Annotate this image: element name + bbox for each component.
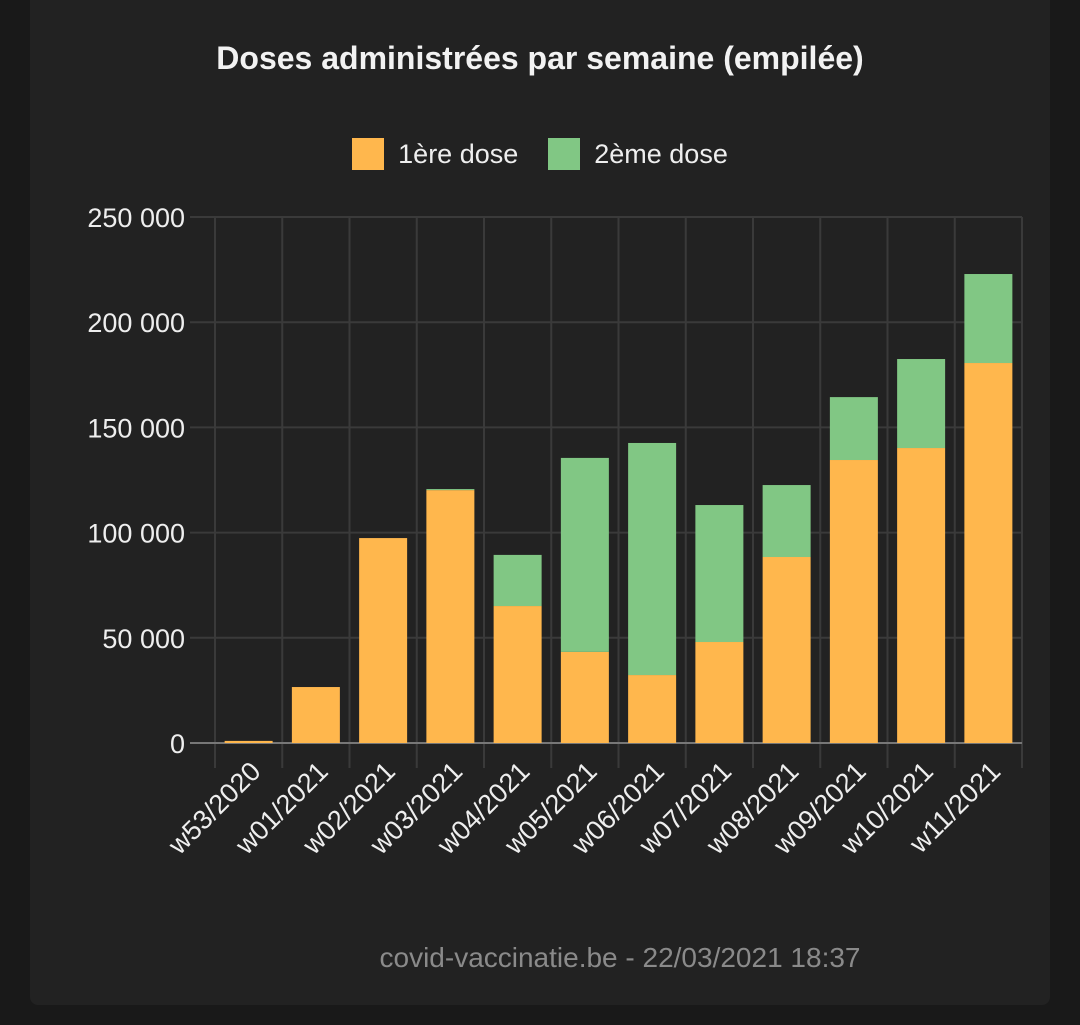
y-tick-label: 150 000	[87, 413, 185, 443]
bar-dose1	[224, 740, 273, 743]
bar-dose2	[493, 554, 542, 607]
legend-label-dose1: 1ère dose	[398, 138, 519, 169]
bar-dose2	[829, 397, 878, 461]
bar-dose1	[695, 642, 744, 743]
bar-dose2	[964, 274, 1013, 364]
legend-label-dose2: 2ème dose	[594, 138, 728, 169]
bar-dose1	[829, 460, 878, 743]
legend-item-dose2[interactable]: 2ème dose	[548, 138, 728, 170]
bar-dose2	[426, 489, 475, 491]
bar-dose1	[291, 687, 340, 743]
legend-swatch-dose1	[352, 138, 385, 170]
bar-dose1	[897, 448, 946, 743]
footer-source: covid-vaccinatie.be - 22/03/2021 18:37	[379, 942, 861, 973]
bar-dose1	[628, 675, 677, 743]
y-tick-label: 50 000	[102, 624, 185, 654]
legend-item-dose1[interactable]: 1ère dose	[352, 138, 518, 170]
bar-dose1	[560, 651, 609, 743]
bar-dose1	[493, 606, 542, 743]
legend-swatch-dose2	[548, 138, 581, 170]
legend: 1ère dose 2ème dose	[0, 138, 1080, 170]
bar-dose2	[695, 505, 744, 643]
y-tick-label: 250 000	[87, 203, 185, 233]
bar-dose1	[762, 557, 811, 743]
y-tick-label: 100 000	[87, 519, 185, 549]
bar-dose2	[762, 485, 811, 558]
bar-dose1	[426, 490, 475, 743]
bar-dose1	[964, 363, 1013, 743]
chart-title: Doses administrées par semaine (empilée)	[216, 40, 864, 76]
y-tick-label: 200 000	[87, 308, 185, 338]
bar-dose2	[628, 442, 677, 676]
y-tick-label: 0	[170, 729, 185, 759]
bar-dose1	[359, 538, 408, 743]
chart-card	[30, 0, 1050, 1005]
bar-dose2	[897, 359, 946, 449]
bar-dose2	[560, 457, 609, 652]
